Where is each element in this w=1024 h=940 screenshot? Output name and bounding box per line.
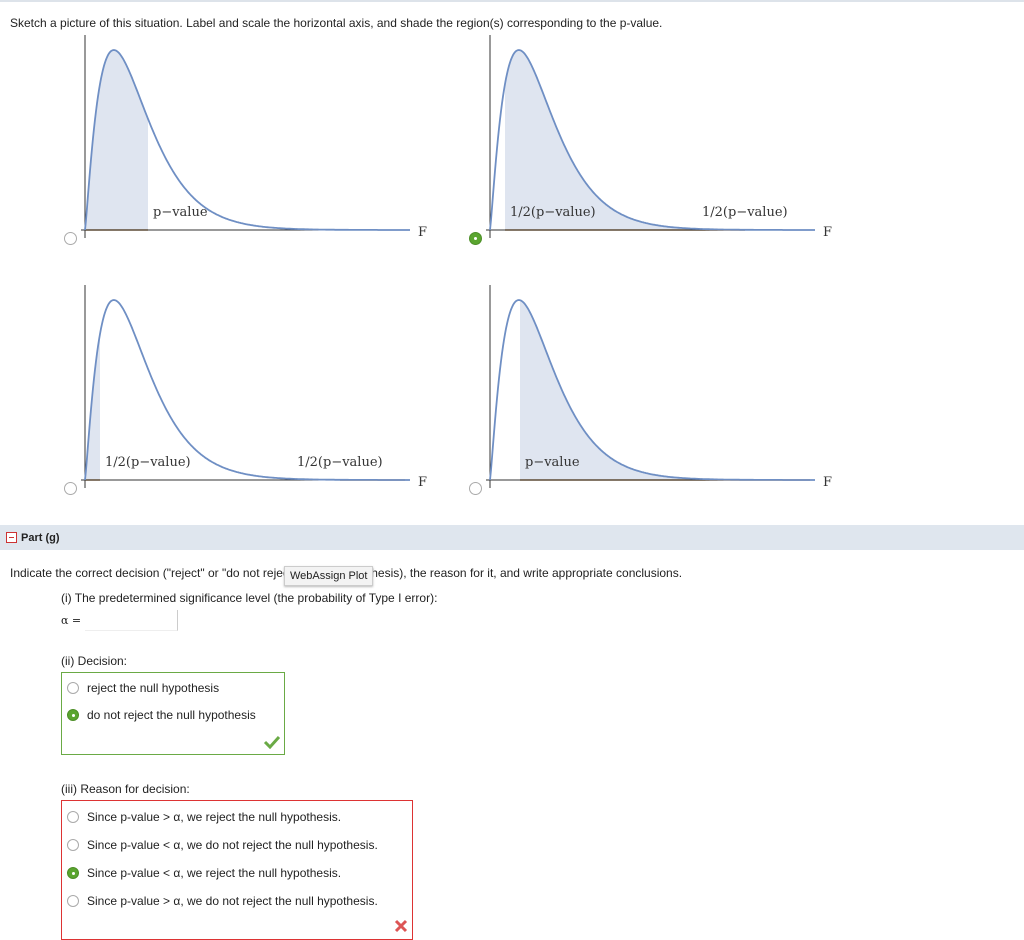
alpha-label: α =: [61, 613, 81, 629]
axis-label: F: [418, 475, 427, 490]
top-rule: [0, 0, 1024, 2]
part-i-prompt: (i) The predetermined significance level…: [61, 590, 437, 606]
region-label: 1/2(p−value): [297, 455, 383, 470]
part-header-bar: [0, 525, 1024, 550]
axis-label: F: [823, 475, 832, 490]
tooltip: WebAssign Plot: [284, 566, 373, 586]
alpha-input[interactable]: [85, 610, 178, 631]
axis-label: F: [418, 225, 427, 240]
shaded-region: [85, 50, 148, 230]
plot-option[interactable]: Fp−value: [470, 285, 840, 500]
reason-option[interactable]: Since p-value > α, we reject the null hy…: [87, 809, 341, 825]
collapse-icon[interactable]: [6, 532, 17, 543]
radio[interactable]: [469, 232, 482, 245]
cross: [396, 921, 406, 931]
axis-label: F: [823, 225, 832, 240]
plot-option[interactable]: F 1/2(p−value) 1/2(p−value): [65, 285, 435, 500]
radio[interactable]: [64, 232, 77, 245]
incorrect-mark: [392, 919, 410, 933]
density-curve: [85, 300, 410, 480]
reason-option[interactable]: Since p-value < α, we reject the null hy…: [87, 865, 341, 881]
shaded-region: [505, 50, 745, 230]
region-label: 1/2(p−value): [702, 205, 788, 220]
radio[interactable]: [67, 839, 79, 851]
check: [265, 737, 279, 747]
part-header: Part (g): [21, 530, 60, 546]
radio[interactable]: [67, 811, 79, 823]
reason-option[interactable]: Since p-value < α, we do not reject the …: [87, 837, 378, 853]
part-iii-prompt: (iii) Reason for decision:: [61, 781, 190, 797]
region-label: 1/2(p−value): [510, 205, 596, 220]
radio[interactable]: [67, 682, 79, 694]
region-label: 1/2(p−value): [105, 455, 191, 470]
decision-option[interactable]: reject the null hypothesis: [87, 680, 219, 696]
radio[interactable]: [64, 482, 77, 495]
plot-option[interactable]: F 1/2(p−value) 1/2(p−value): [470, 35, 840, 250]
instruction: Sketch a picture of this situation. Labe…: [10, 15, 662, 31]
part-ii-prompt: (ii) Decision:: [61, 653, 127, 669]
shaded-region: [520, 300, 810, 480]
radio[interactable]: [67, 709, 79, 721]
region-label: p−value: [153, 205, 208, 220]
plot-option[interactable]: Fp−value: [65, 35, 435, 250]
region-label: p−value: [525, 455, 580, 470]
radio[interactable]: [67, 867, 79, 879]
decision-option[interactable]: do not reject the null hypothesis: [87, 707, 256, 723]
correct-mark: [263, 735, 281, 749]
radio[interactable]: [67, 895, 79, 907]
reason-option[interactable]: Since p-value > α, we do not reject the …: [87, 893, 378, 909]
radio[interactable]: [469, 482, 482, 495]
